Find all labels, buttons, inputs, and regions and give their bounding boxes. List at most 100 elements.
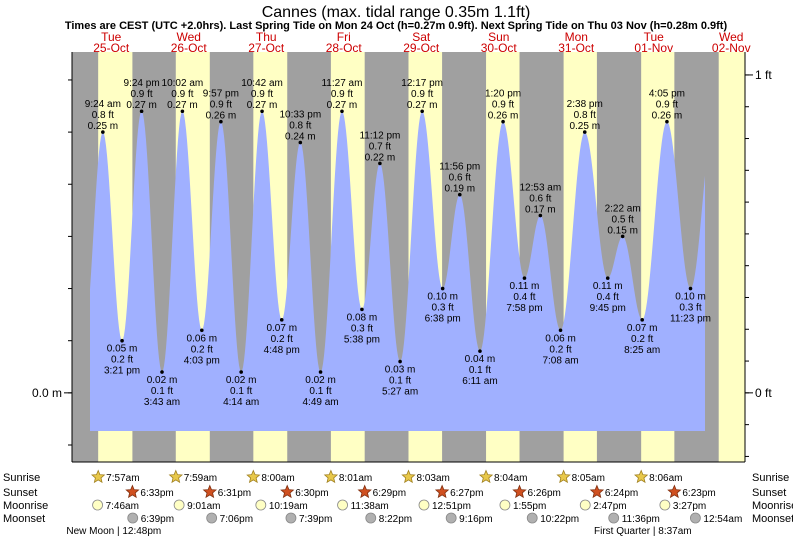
tide-feet: 0.9 ft [411,89,433,100]
day-weekday-0: Tue [101,30,122,44]
day-weekday-5: Sun [488,30,509,44]
day-date-8: 02-Nov [712,41,751,55]
tide-label-16: 12:17 pm0.9 ft0.27 m [401,78,443,111]
sunrise-icon [168,469,183,484]
tide-label-1: 0.05 m0.2 ft3:21 pm [104,344,140,377]
tide-time: 10:02 am [162,78,204,89]
tide-time: 11:27 am [321,78,362,89]
tide-meters: 0.10 m [427,292,458,303]
tide-time: 5:27 am [382,387,418,398]
tide-meters: 0.19 m [444,184,475,195]
astro-time-15: 6:23pm [682,488,715,499]
tide-meters: 0.17 m [525,205,556,216]
tide-time: 7:08 am [542,355,578,366]
sunrise-icon [556,469,571,484]
moonrise-icon [92,499,103,511]
astro-time-1: 7:59am [184,473,217,484]
tide-meters: 0.27 m [327,100,358,111]
tide-label-26: 2:22 am0.5 ft0.15 m [605,203,641,236]
day-date-6: 31-Oct [558,41,595,55]
tide-meters: 0.06 m [545,333,576,344]
day-weekday-2: Thu [256,30,277,44]
astro-time-18: 10:19am [269,501,308,512]
tide-label-14: 11:12 pm0.7 ft0.22 m [359,130,400,163]
tide-meters: 0.07 m [627,323,658,334]
tide-time: 10:42 am [241,78,283,89]
tide-meters: 0.27 m [247,100,278,111]
sunset-icon [202,484,217,499]
day-date-5: 30-Oct [481,41,518,55]
astro-time-30: 11:36pm [622,514,660,525]
tide-feet: 0.1 ft [230,386,252,397]
tide-feet: 0.9 ft [210,100,232,111]
tide-point-8 [260,109,264,114]
tide-meters: 0.04 m [465,354,496,365]
tide-meters: 0.03 m [385,365,416,376]
moonset-icon [206,512,218,524]
tide-label-7: 0.02 m0.1 ft4:14 am [223,375,259,408]
tide-meters: 0.05 m [107,344,138,355]
day-weekday-8: Wed [719,30,743,44]
left-axis-label-0: 0.0 m [32,386,62,400]
tide-label-20: 1:20 pm0.9 ft0.26 m [485,89,521,122]
moonrise-icon [418,499,430,511]
tide-point-14 [378,161,382,166]
tide-label-3: 0.02 m0.1 ft3:43 am [144,375,180,408]
tide-feet: 0.2 ft [271,334,293,345]
tide-point-13 [360,307,364,312]
moonrise-icon [337,499,348,511]
tide-feet: 0.7 ft [369,141,391,152]
astro-time-22: 2:47pm [593,501,626,512]
tide-water-area [90,111,705,431]
astro-time-28: 9:16pm [459,514,492,525]
astro-time-2: 8:00am [261,473,294,484]
tide-time: 1:20 pm [485,89,521,100]
astro-time-31: 12:54am [703,514,742,525]
day-weekday-4: Sat [412,30,431,44]
day-date-2: 27-Oct [248,41,285,55]
tide-time: 9:24 pm [124,78,160,89]
tide-meters: 0.15 m [607,225,638,236]
day-weekday-6: Mon [565,30,588,44]
sunrise-icon [246,469,261,484]
day-weekday-1: Wed [177,30,201,44]
tide-label-0: 9:24 am0.8 ft0.25 m [85,99,121,132]
row-label-left-1: Sunset [3,487,37,499]
day-date-1: 26-Oct [171,41,208,55]
tide-feet: 0.2 ft [631,334,653,345]
tide-meters: 0.02 m [226,375,257,386]
sunrise-icon [634,469,649,484]
tide-time: 2:22 am [605,203,641,214]
moonset-icon [608,512,620,524]
tide-label-8: 10:42 am0.9 ft0.27 m [241,78,283,111]
tide-time: 9:24 am [85,99,121,110]
day-weekday-3: Fri [337,30,351,44]
tide-point-3 [160,370,164,374]
tide-feet: 0.2 ft [549,344,571,355]
tide-time: 5:38 pm [344,334,380,345]
tide-label-19: 0.04 m0.1 ft6:11 am [462,354,497,387]
tide-feet: 0.9 ft [130,89,152,100]
tide-meters: 0.11 m [593,281,623,292]
row-label-left-0: Sunrise [3,472,40,484]
astro-time-19: 11:38am [351,501,389,512]
tide-point-27 [640,318,644,322]
astro-time-17: 9:01am [187,501,220,512]
tide-time: 4:14 am [223,397,259,408]
tide-feet: 0.4 ft [513,292,535,303]
astro-time-3: 8:01am [339,473,372,484]
astro-time-6: 8:05am [572,473,605,484]
tide-feet: 0.1 ft [309,386,331,397]
tide-point-26 [620,234,625,239]
astro-time-29: 10:22pm [540,514,579,525]
tide-point-21 [522,276,527,280]
tide-point-12 [340,109,344,114]
tide-time: 3:21 pm [104,366,140,377]
tide-label-9: 0.07 m0.2 ft4:48 pm [264,323,300,356]
tide-time: 9:45 pm [590,303,626,314]
moonset-icon [445,512,457,524]
tide-time: 4:49 am [302,397,338,408]
tide-point-6 [219,119,223,124]
